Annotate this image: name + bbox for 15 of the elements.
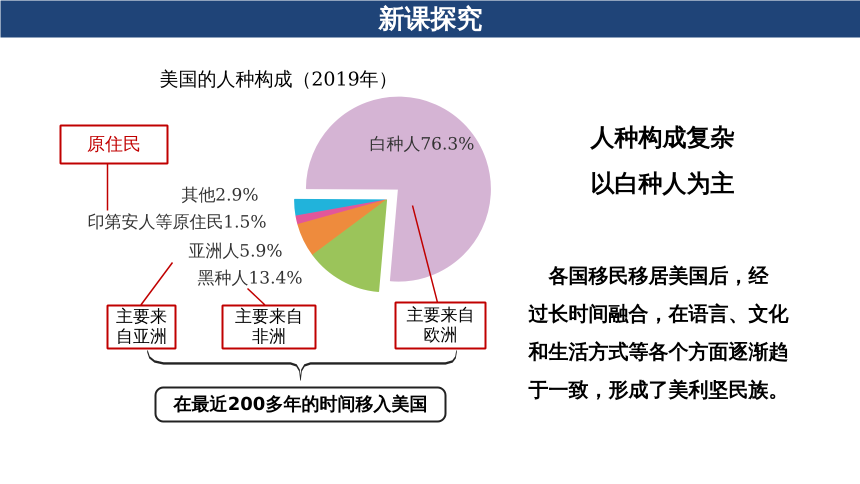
text: 人种构成复杂 [590,124,734,152]
text: 各国移民移居美国后，经过长时间融合，在语言、文化和生活方式等各个方面逐渐趋于一致，形成了美利坚民族。 [528,264,790,402]
text: 主要来自亚洲 [116,307,167,347]
slice-label: 其他2.9% [181,186,259,206]
text: 在最近200多年的时间移入美国 [172,394,428,415]
text: 以白种人为主 [590,170,734,198]
slice-label: 黑种人13.4% [197,268,303,288]
text: 主要来自非洲 [235,307,303,347]
text: 新课探究 [378,4,482,34]
slice-label: 亚洲人5.9% [188,242,283,262]
text: 原住民 [87,134,141,155]
text: 主要来自欧洲 [406,306,474,346]
slice-label: 印第安人等原住民1.5% [87,212,267,232]
chart-title: 美国的人种构成（2019年） [159,68,398,90]
slice-label: 白种人76.3% [369,134,474,154]
